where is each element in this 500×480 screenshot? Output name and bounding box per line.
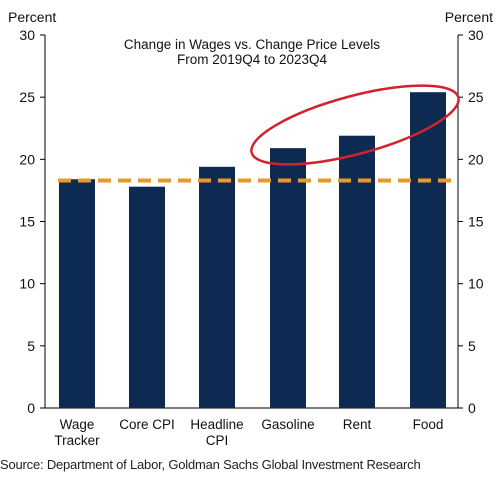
y-tick-label-right: 30 bbox=[468, 27, 484, 43]
source-note: Source: Department of Labor, Goldman Sac… bbox=[0, 457, 421, 472]
chart-title-line: Change in Wages vs. Change Price Levels bbox=[124, 37, 380, 52]
x-tick-label: Core CPI bbox=[119, 417, 175, 432]
x-tick-label: CPI bbox=[206, 433, 229, 448]
bar-rent bbox=[339, 135, 375, 408]
x-tick-label: Wage bbox=[60, 417, 95, 432]
bar-gasoline bbox=[270, 148, 306, 409]
x-tick-label: Gasoline bbox=[261, 417, 314, 432]
y-tick-label-left: 5 bbox=[27, 338, 35, 354]
highlight-ellipse bbox=[250, 84, 460, 166]
y-tick-label-right: 0 bbox=[468, 400, 476, 416]
bar-core-cpi bbox=[129, 186, 165, 408]
y-tick-label-right: 20 bbox=[468, 151, 484, 167]
x-tick-label: Food bbox=[413, 417, 444, 432]
y-tick-label-right: 5 bbox=[468, 338, 476, 354]
x-tick-label: Rent bbox=[343, 417, 372, 432]
y-tick-label-left: 30 bbox=[19, 27, 35, 43]
y-tick-label-left: 15 bbox=[19, 214, 35, 230]
bar-headline-cpi bbox=[199, 166, 235, 408]
bar-food bbox=[410, 92, 446, 409]
y-tick-label-left: 10 bbox=[19, 276, 35, 292]
x-tick-label: Tracker bbox=[54, 433, 100, 448]
y-tick-label-right: 15 bbox=[468, 214, 484, 230]
y-tick-label-left: 20 bbox=[19, 151, 35, 167]
y-tick-label-left: 25 bbox=[19, 89, 35, 105]
bar-wage-tracker bbox=[59, 179, 95, 408]
y-axis-label-left: Percent bbox=[8, 9, 56, 25]
x-tick-label: Headline bbox=[190, 417, 243, 432]
chart-title-line: From 2019Q4 to 2023Q4 bbox=[177, 52, 328, 67]
y-axis-label-right: Percent bbox=[445, 9, 493, 25]
y-tick-label-right: 25 bbox=[468, 89, 484, 105]
y-tick-label-left: 0 bbox=[27, 400, 35, 416]
y-tick-label-right: 10 bbox=[468, 276, 484, 292]
